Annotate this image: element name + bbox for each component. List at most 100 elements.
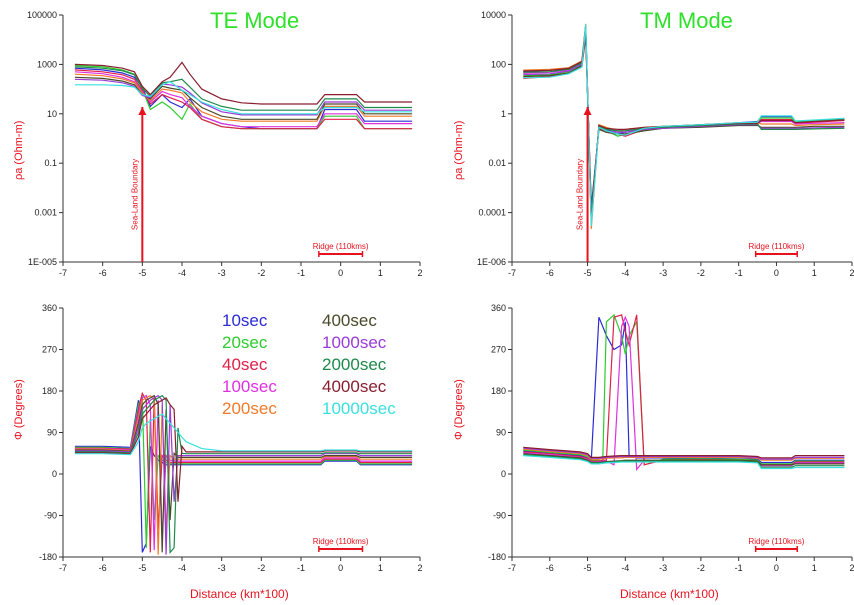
- x-tick-label: -4: [621, 563, 629, 573]
- x-tick-label: -1: [735, 268, 743, 278]
- y-tick-label: 100000: [27, 10, 57, 20]
- y-tick-label: 1: [501, 109, 506, 119]
- tm-resistivity-panel: TM Mode ρa (Ohm-m) -7 -6 -5 -4 -3 -2 -1 0 1 2 1E-0…: [453, 8, 854, 278]
- x-tick-label: -1: [735, 563, 743, 573]
- y-tick-label: -180: [39, 552, 57, 562]
- y-tick-label: 0: [52, 469, 57, 479]
- x-tick-label: -7: [59, 268, 67, 278]
- series-line-2000sec: [74, 66, 413, 111]
- sea-land-boundary-label: Sea-Land Boundary: [576, 159, 585, 230]
- y-tick-label: 90: [47, 428, 57, 438]
- legend-entry-400sec: 400sec: [322, 311, 377, 330]
- y-tick-label: 0.1: [44, 158, 57, 168]
- x-tick-label: 0: [338, 563, 343, 573]
- x-tick-label: 1: [812, 563, 817, 573]
- x-tick-label: -6: [99, 563, 107, 573]
- y-tick-label: 0.001: [34, 208, 57, 218]
- legend-entry-20sec: 20sec: [222, 333, 268, 352]
- x-tick-label: 2: [849, 563, 854, 573]
- x-tick-label: 1: [378, 563, 383, 573]
- series-line-1000sec: [74, 394, 413, 555]
- sea-land-boundary-arrowhead: [138, 107, 147, 115]
- x-tick-label: -4: [178, 563, 186, 573]
- series-line-100sec: [523, 315, 845, 471]
- y-tick-label: 0: [501, 469, 506, 479]
- y-tick-label: 1E-006: [477, 257, 506, 267]
- ridge-label: Ridge (110kms): [749, 242, 805, 251]
- x-tick-label: -3: [218, 268, 226, 278]
- ridge-label: Ridge (110kms): [313, 242, 369, 251]
- y-tick-label: 10000: [481, 10, 506, 20]
- tm-phase-ylabel: Φ (Degrees): [453, 379, 465, 440]
- series-line-10000sec: [74, 413, 413, 456]
- te-resistivity-ylabel: ρa (Ohm-m): [13, 121, 25, 180]
- legend-entry-40sec: 40sec: [222, 355, 268, 374]
- legend-entry-4000sec: 4000sec: [322, 377, 387, 396]
- series-line-400sec: [74, 394, 413, 553]
- series-line-20sec: [74, 395, 413, 548]
- y-tick-label: 0.0001: [478, 208, 506, 218]
- y-tick-label: -180: [488, 552, 506, 562]
- legend-entry-10sec: 10sec: [222, 311, 268, 330]
- tm-phase-panel: Φ (Degrees) Distance (km*100) -7 -6 -5 -4 -3…: [453, 303, 854, 601]
- y-tick-label: -90: [44, 511, 57, 521]
- series-line-20sec: [523, 313, 845, 466]
- x-tick-label: -3: [659, 563, 667, 573]
- series-line-1000sec: [523, 447, 845, 460]
- tm-phase-xlabel: Distance (km*100): [620, 587, 719, 601]
- x-tick-label: -1: [297, 268, 305, 278]
- x-tick-label: 0: [774, 563, 779, 573]
- x-tick-label: 1: [812, 268, 817, 278]
- te-mode-title: TE Mode: [210, 8, 299, 33]
- y-tick-label: 270: [42, 345, 57, 355]
- sea-land-boundary-arrowhead: [583, 107, 592, 115]
- series-line-100sec: [74, 394, 413, 551]
- legend-entry-100sec: 100sec: [222, 377, 277, 396]
- x-tick-label: 2: [849, 268, 854, 278]
- series-line-2000sec: [523, 454, 845, 468]
- series-line-40sec: [74, 69, 413, 130]
- x-tick-label: -3: [218, 563, 226, 573]
- te-phase-xlabel: Distance (km*100): [190, 587, 289, 601]
- x-tick-label: -2: [697, 563, 705, 573]
- y-tick-label: 360: [42, 303, 57, 313]
- x-tick-label: -5: [584, 268, 592, 278]
- x-tick-label: 1: [378, 268, 383, 278]
- x-tick-label: -5: [138, 563, 146, 573]
- x-tick-label: -5: [584, 563, 592, 573]
- x-tick-label: 0: [338, 268, 343, 278]
- sea-land-boundary-label: Sea-Land Boundary: [130, 159, 139, 230]
- x-tick-label: -3: [659, 268, 667, 278]
- period-legend: 10sec 20sec 40sec 100sec 200sec 400sec 1000sec…: [222, 311, 396, 418]
- tm-resistivity-ylabel: ρa (Ohm-m): [453, 121, 465, 180]
- tm-mode-title: TM Mode: [640, 8, 733, 33]
- series-line-10000sec: [74, 81, 413, 115]
- series-line-40sec: [523, 314, 845, 466]
- x-tick-label: -6: [546, 563, 554, 573]
- y-tick-label: 90: [496, 428, 506, 438]
- x-tick-label: -2: [257, 563, 265, 573]
- ridge-label: Ridge (110kms): [313, 537, 369, 546]
- ridge-label: Ridge (110kms): [749, 537, 805, 546]
- legend-entry-200sec: 200sec: [222, 399, 277, 418]
- x-tick-label: -5: [138, 268, 146, 278]
- x-tick-label: 0: [774, 268, 779, 278]
- legend-entry-10000sec: 10000sec: [322, 399, 396, 418]
- x-tick-label: -1: [297, 563, 305, 573]
- te-phase-panel: Φ (Degrees) Distance (km*100) -7 -6 -5 -4 -3…: [13, 303, 423, 601]
- series-line-10000sec: [523, 455, 845, 470]
- y-tick-label: 180: [491, 386, 506, 396]
- series-line-4000sec: [74, 61, 413, 105]
- y-tick-label: 1E-005: [28, 257, 57, 267]
- series-line-4000sec: [523, 446, 845, 459]
- series-line-200sec: [74, 394, 413, 555]
- x-tick-label: -4: [178, 268, 186, 278]
- x-tick-label: -6: [546, 268, 554, 278]
- y-tick-label: 0.01: [488, 158, 506, 168]
- series-line-10sec: [523, 316, 845, 464]
- series-line-10000sec: [523, 24, 845, 227]
- series-line-100sec: [74, 71, 413, 128]
- x-tick-label: -7: [508, 268, 516, 278]
- te-resistivity-panel: TE Mode ρa (Ohm-m) -7 -6 -5 -4 -3 -2 -1 0 1 2 1E-0…: [13, 8, 423, 278]
- legend-entry-1000sec: 1000sec: [322, 333, 387, 352]
